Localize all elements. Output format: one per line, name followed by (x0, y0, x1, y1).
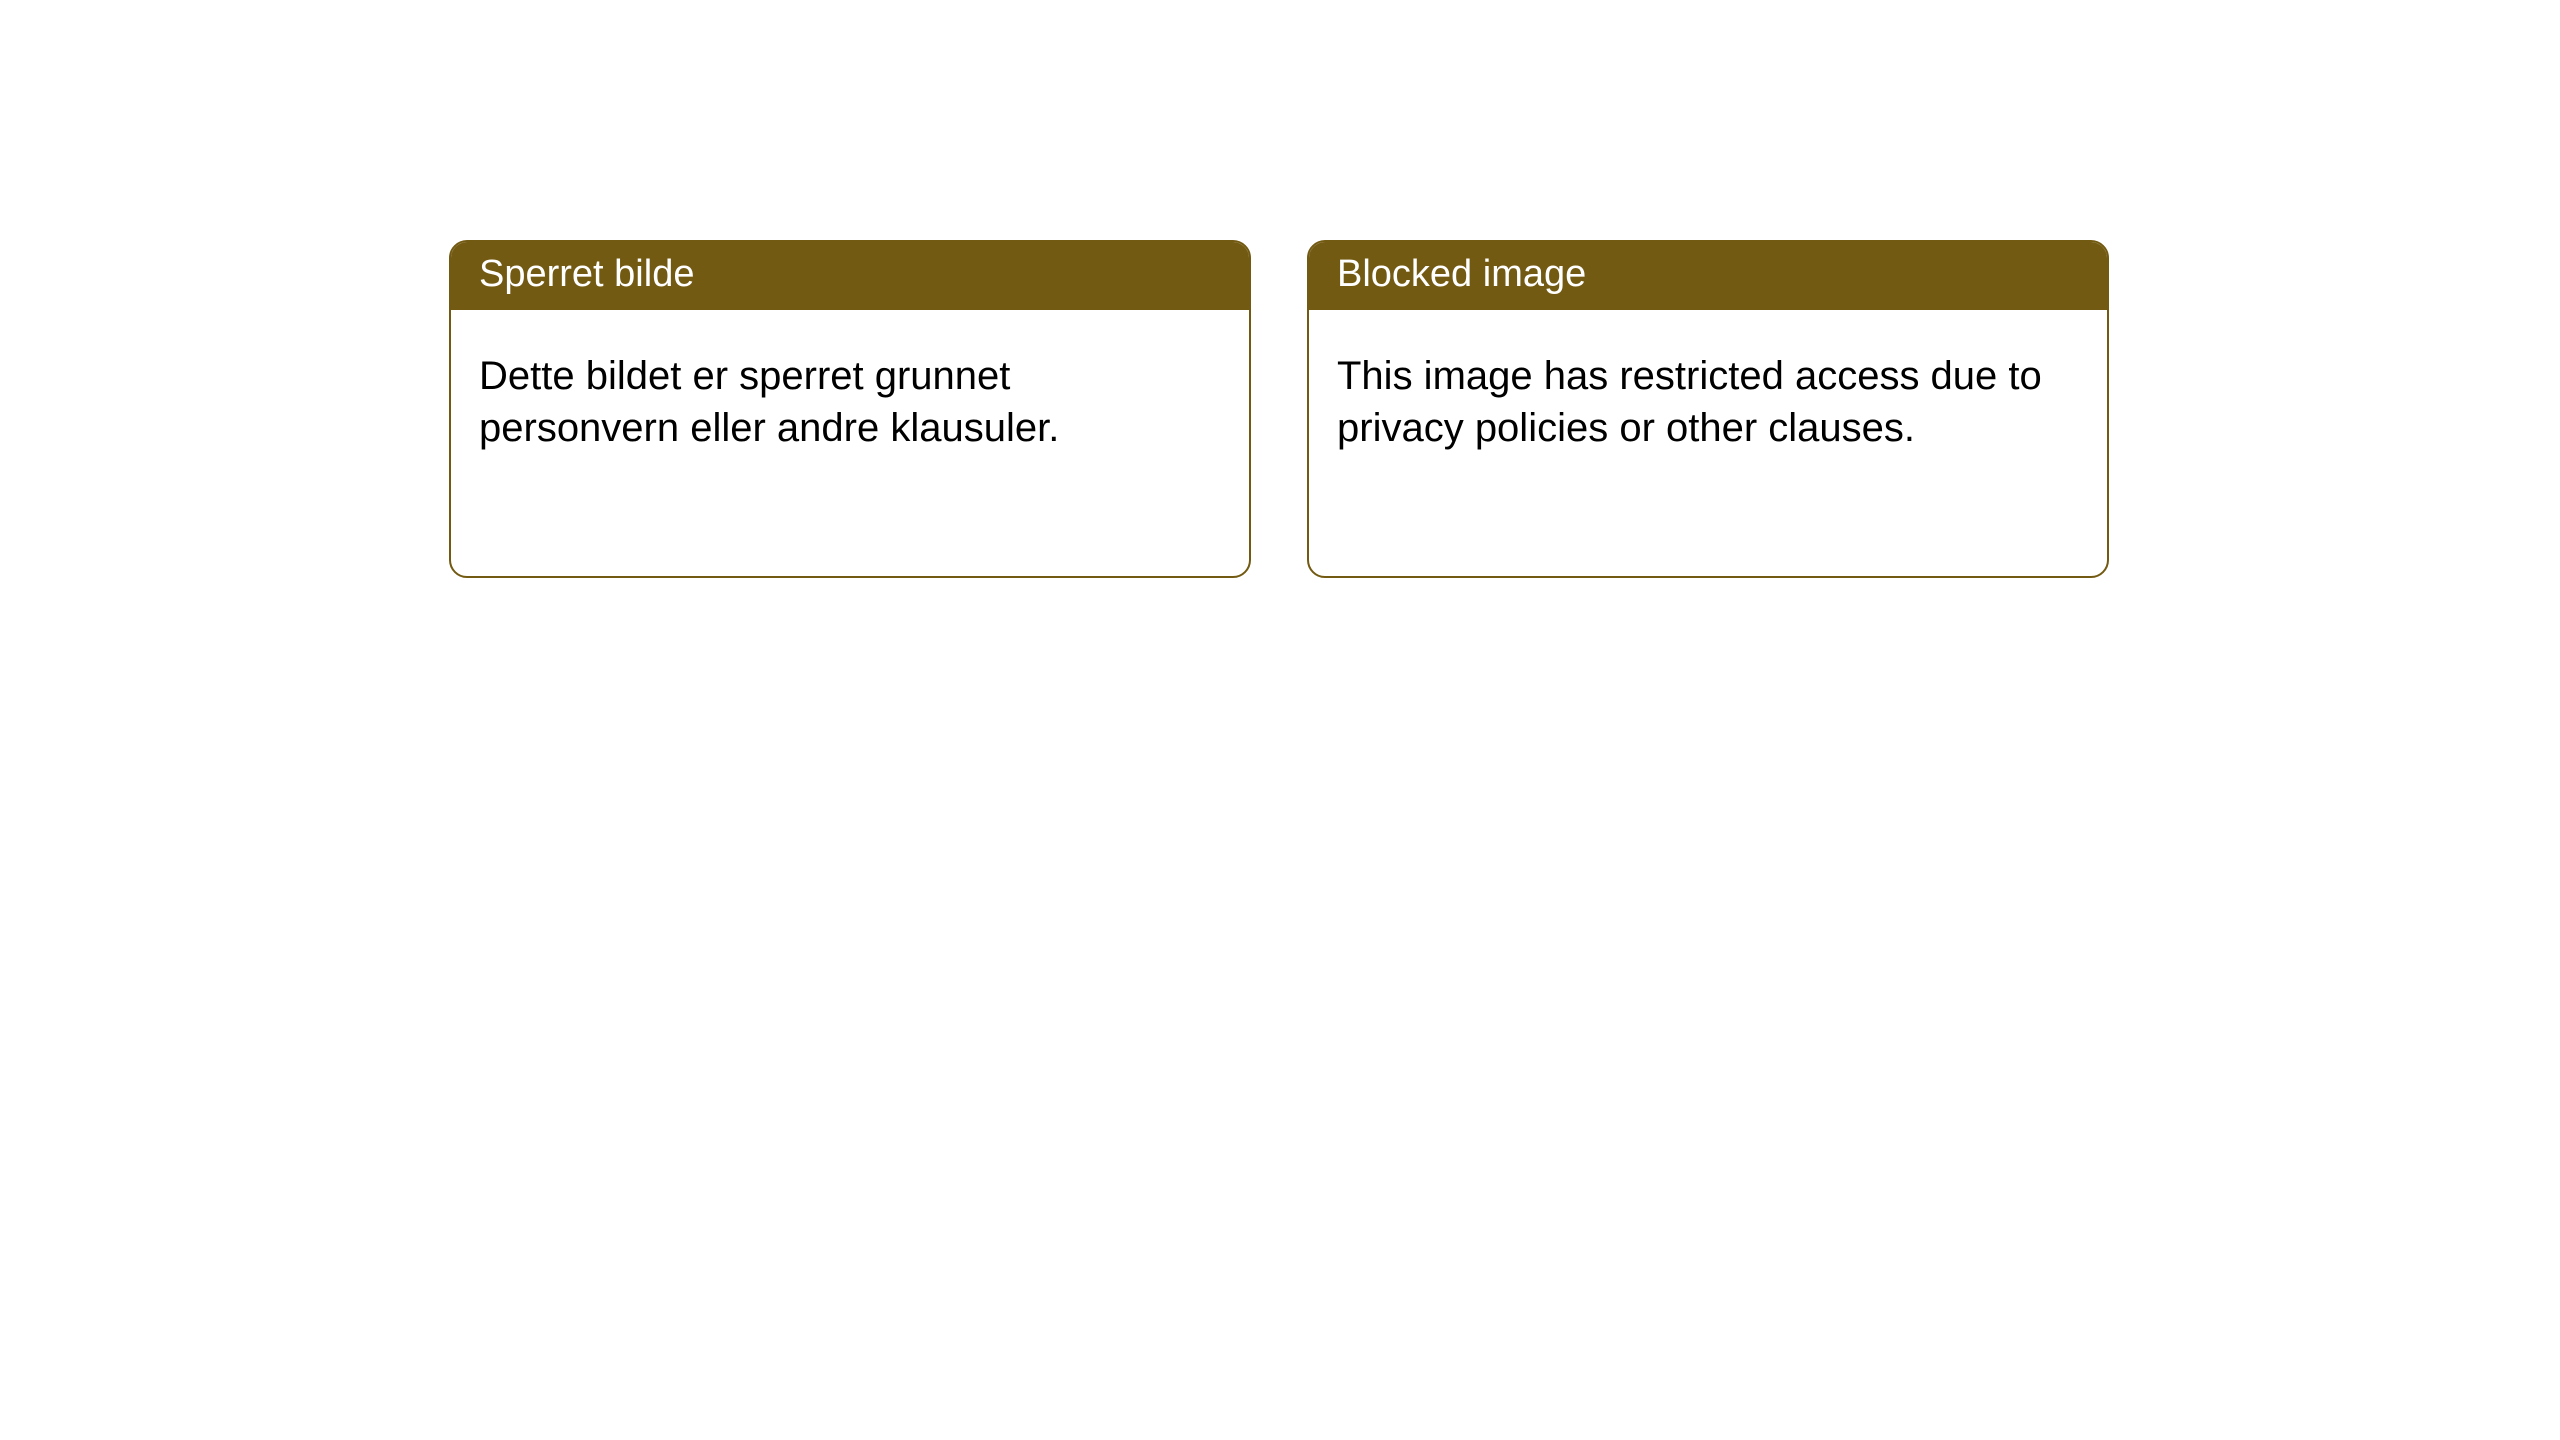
notice-card-body: This image has restricted access due to … (1309, 310, 2107, 496)
notice-cards-container: Sperret bilde Dette bildet er sperret gr… (0, 0, 2560, 578)
notice-card-header: Blocked image (1309, 242, 2107, 310)
notice-card-body: Dette bildet er sperret grunnet personve… (451, 310, 1249, 496)
notice-card-norwegian: Sperret bilde Dette bildet er sperret gr… (449, 240, 1251, 578)
notice-card-header: Sperret bilde (451, 242, 1249, 310)
notice-card-english: Blocked image This image has restricted … (1307, 240, 2109, 578)
